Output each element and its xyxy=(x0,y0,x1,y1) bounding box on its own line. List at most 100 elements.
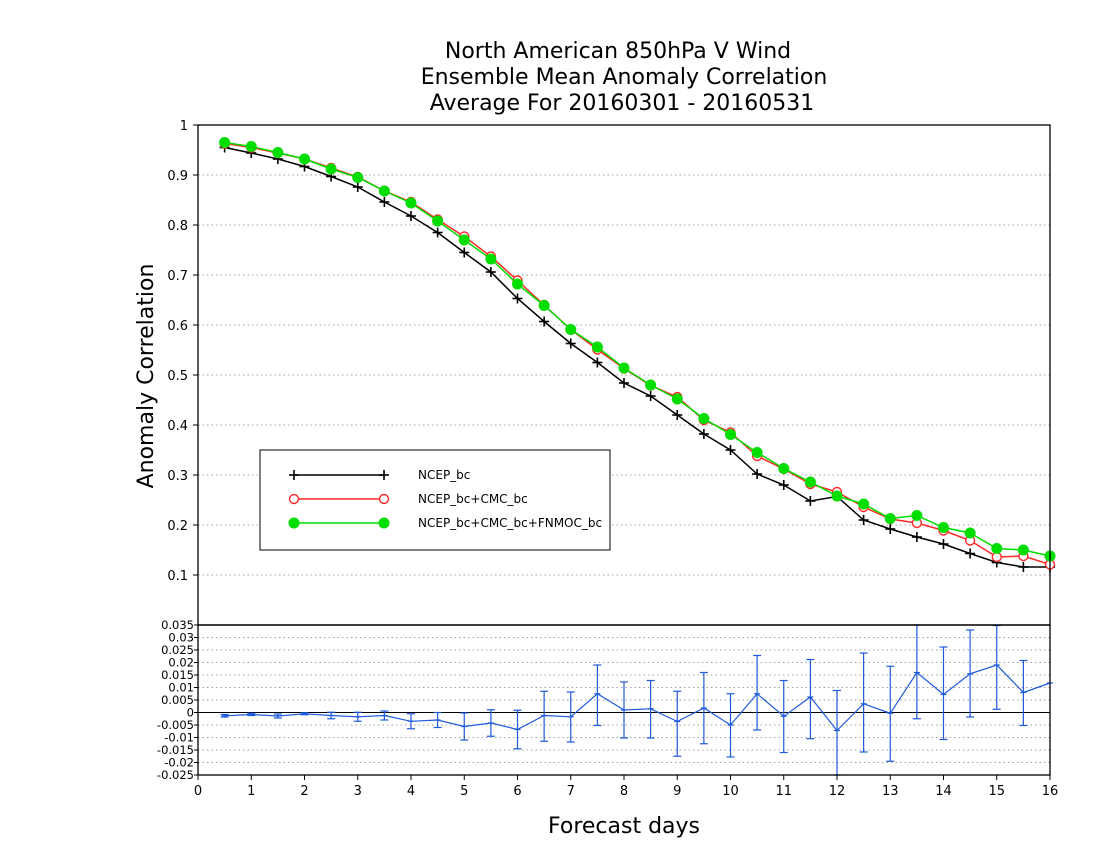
x-tick-label: 14 xyxy=(935,784,952,799)
data-point-filled-circle xyxy=(804,476,816,488)
x-tick-label: 7 xyxy=(567,784,575,799)
y-tick-label: 1 xyxy=(180,119,188,134)
legend-label: NCEP_bc xyxy=(418,468,470,482)
data-point-plus xyxy=(725,445,736,455)
x-tick-label: 2 xyxy=(300,784,308,799)
data-point-filled-circle xyxy=(671,393,683,405)
y-tick-label: 0.03 xyxy=(168,631,194,645)
x-tick-label: 6 xyxy=(513,784,521,799)
legend-entry: NCEP_bc+CMC_bc xyxy=(288,492,528,506)
data-point-plus xyxy=(432,227,443,238)
data-point-filled-circle xyxy=(938,522,949,533)
data-point-filled-circle xyxy=(831,490,843,502)
y-tick-label: 0.005 xyxy=(161,693,194,707)
x-axis-label: Forecast days xyxy=(548,814,700,839)
data-point-filled-circle xyxy=(458,234,470,246)
x-tick-label: 4 xyxy=(407,784,415,799)
y-tick-label: 0 xyxy=(187,706,194,720)
data-point-plus xyxy=(805,496,816,506)
y-tick-label: 0.1 xyxy=(167,569,188,584)
data-point-plus xyxy=(379,470,389,480)
y-tick-label: 0.3 xyxy=(167,469,188,484)
legend-box xyxy=(259,449,611,551)
x-tick-label: 13 xyxy=(882,784,899,799)
data-point-plus xyxy=(592,357,603,368)
data-point-filled-circle xyxy=(288,517,300,529)
data-point-filled-circle xyxy=(884,513,896,524)
y-axis-label: Anomaly Correlation xyxy=(134,264,159,489)
title-line-3: Average For 20160301 - 20160531 xyxy=(430,91,815,116)
sub-y-axis: 0.0350.030.0250.020.0150.010.0050-0.005-… xyxy=(157,618,198,782)
x-tick-label: 16 xyxy=(1042,784,1059,799)
data-point-filled-circle xyxy=(325,163,337,175)
data-point-plus xyxy=(938,539,949,549)
legend: NCEP_bc NCEP_bc+CMC_bc NCEP_bc+CMC_bc+FNMO… xyxy=(259,449,611,551)
legend-entry: NCEP_bc+CMC_bc+FNMOC_bc xyxy=(288,516,602,530)
data-point-plus xyxy=(885,524,896,534)
y-tick-label: 0.7 xyxy=(167,269,188,284)
data-point-filled-circle xyxy=(512,278,523,290)
data-point-plus xyxy=(619,378,629,388)
data-point-plus xyxy=(698,429,709,439)
y-tick-label: 0.01 xyxy=(168,681,194,695)
x-tick-label: 12 xyxy=(829,784,846,799)
main-y-axis: 0.1 0.2 0.3 0.4 0.5 0.6 0.7 0.8 0.9 1 xyxy=(167,119,198,584)
y-tick-label: 0.025 xyxy=(161,643,194,657)
diff-series-0 xyxy=(220,624,1053,776)
x-tick-label: 0 xyxy=(194,784,202,799)
data-point-filled-circle xyxy=(245,141,257,152)
data-point-filled-circle xyxy=(432,215,444,227)
data-point-plus xyxy=(512,293,523,304)
data-point-plus xyxy=(778,480,789,490)
series-2 xyxy=(219,137,1056,562)
x-tick-label: 15 xyxy=(988,784,1005,799)
data-point-plus xyxy=(752,469,763,479)
y-tick-label: 0.9 xyxy=(167,169,188,184)
y-tick-label: 0.8 xyxy=(167,219,188,234)
y-tick-label: 0.035 xyxy=(161,618,194,632)
data-point-filled-circle xyxy=(725,429,736,440)
data-point-filled-circle xyxy=(645,379,657,391)
x-tick-label: 5 xyxy=(460,784,468,799)
data-point-plus xyxy=(406,211,416,221)
data-point-filled-circle xyxy=(299,153,310,165)
data-point-filled-circle xyxy=(991,543,1003,554)
title-line-1: North American 850hPa V Wind xyxy=(445,39,791,64)
title-line-2: Ensemble Mean Anomaly Correlation xyxy=(421,65,828,90)
y-tick-label: -0.005 xyxy=(157,718,194,732)
data-point-filled-circle xyxy=(591,341,603,353)
data-point-open-circle xyxy=(288,493,300,505)
data-point-filled-circle xyxy=(538,300,550,311)
sub-series-layer xyxy=(220,624,1053,776)
data-point-filled-circle xyxy=(618,362,630,374)
x-tick-label: 8 xyxy=(620,784,628,799)
y-tick-label: 0.6 xyxy=(167,319,188,334)
legend-label: NCEP_bc+CMC_bc xyxy=(418,492,528,506)
x-tick-label: 3 xyxy=(354,784,362,799)
y-tick-label: 0.5 xyxy=(167,369,188,384)
series-line xyxy=(224,146,1050,568)
data-point-plus xyxy=(459,247,470,258)
data-point-open-circle xyxy=(378,493,390,505)
x-tick-label: 11 xyxy=(775,784,792,799)
y-tick-label: 0.015 xyxy=(161,668,194,682)
data-point-plus xyxy=(565,338,576,349)
data-point-plus xyxy=(485,267,496,277)
data-point-filled-circle xyxy=(405,197,417,209)
y-tick-label: 0.02 xyxy=(168,656,194,670)
data-point-plus xyxy=(672,410,683,420)
diff-line xyxy=(224,664,1051,732)
data-point-plus xyxy=(379,197,390,207)
x-axis: 0 1 2 3 4 5 6 7 8 9 10 11 12 13 14 15 16 xyxy=(194,775,1058,799)
data-point-filled-circle xyxy=(858,498,870,510)
data-point-filled-circle xyxy=(565,324,577,335)
data-point-filled-circle xyxy=(378,517,390,529)
y-tick-label: 0.4 xyxy=(167,419,188,434)
x-tick-label: 9 xyxy=(673,784,681,799)
x-tick-label: 10 xyxy=(722,784,739,799)
x-tick-label: 1 xyxy=(247,784,255,799)
data-point-filled-circle xyxy=(272,147,284,158)
data-point-plus xyxy=(858,515,869,525)
main-series-layer xyxy=(219,137,1056,572)
data-point-filled-circle xyxy=(751,447,763,458)
